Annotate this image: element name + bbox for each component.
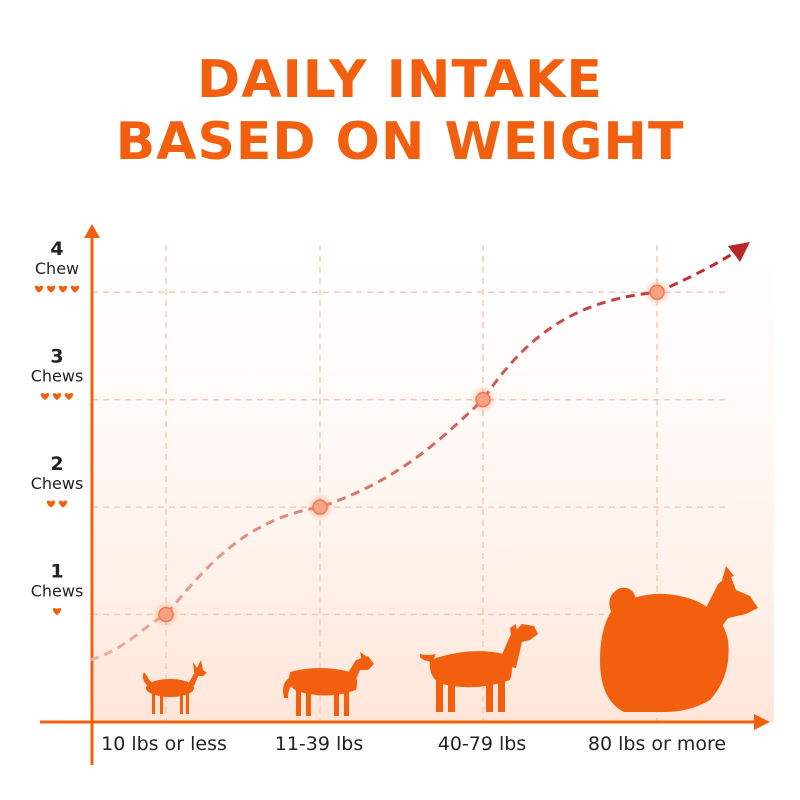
heart-icon xyxy=(52,393,62,401)
data-point xyxy=(649,284,665,300)
fluffy-dog-icon xyxy=(600,566,758,712)
x-axis-arrow xyxy=(754,714,770,730)
heart-icon xyxy=(70,285,80,293)
x-tick-label: 40-79 lbs xyxy=(438,733,527,755)
chart-title-line-2: BASED ON WEIGHT xyxy=(115,112,685,172)
large-dog-icon xyxy=(419,624,538,712)
heart-icon xyxy=(52,607,62,616)
y-tick-number: 4 xyxy=(50,238,63,260)
heart-icon xyxy=(46,500,56,508)
data-point xyxy=(158,606,174,623)
heart-icon xyxy=(58,285,68,293)
y-tick-number: 2 xyxy=(50,453,63,475)
x-tick-label: 10 lbs or less xyxy=(101,733,227,755)
chart-title-line-1: DAILY INTAKE xyxy=(197,50,603,110)
data-point xyxy=(475,391,491,408)
small-dog-icon xyxy=(142,660,207,714)
data-point xyxy=(312,499,328,515)
y-tick-unit: Chews xyxy=(31,582,84,601)
x-tick-label: 11-39 lbs xyxy=(275,733,364,755)
y-tick-unit: Chews xyxy=(31,474,84,493)
curve-arrowhead xyxy=(728,242,750,262)
y-tick-number: 1 xyxy=(50,561,63,583)
y-tick-number: 3 xyxy=(50,346,63,368)
heart-icon xyxy=(58,500,68,508)
heart-icon xyxy=(64,393,74,401)
medium-dog-icon xyxy=(283,652,374,716)
y-tick-unit: Chew xyxy=(35,259,79,278)
heart-icon xyxy=(40,393,50,401)
y-axis-arrow xyxy=(84,224,100,238)
y-tick-unit: Chews xyxy=(31,367,84,386)
heart-icon xyxy=(46,285,56,293)
heart-icon xyxy=(34,285,44,293)
x-tick-label: 80 lbs or more xyxy=(588,733,726,755)
